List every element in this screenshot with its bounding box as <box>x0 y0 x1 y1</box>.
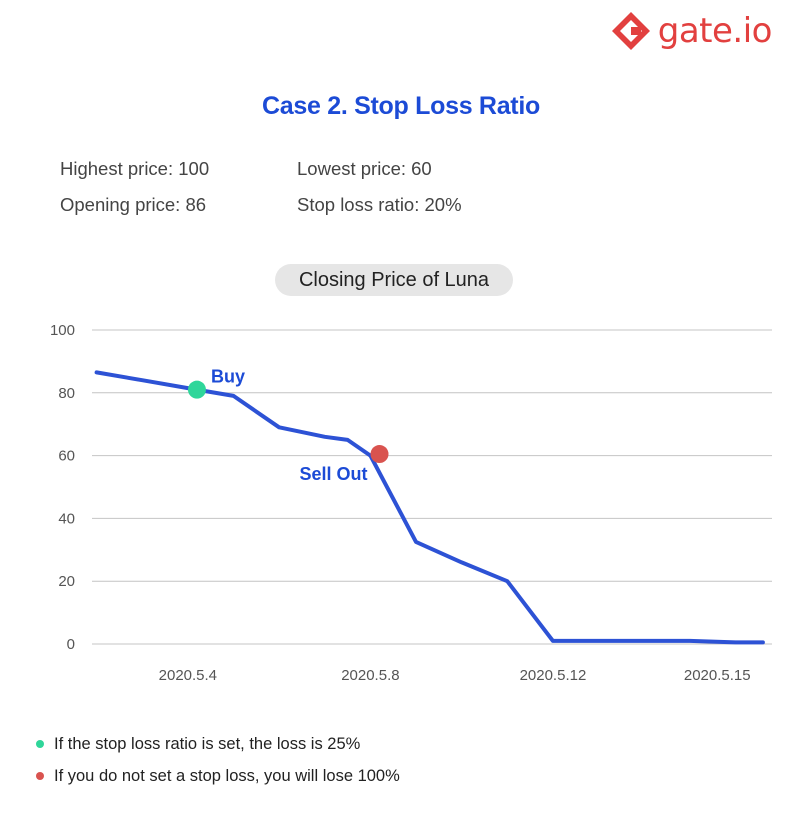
price-stats: Highest price: 100 Lowest price: 60 Open… <box>60 158 537 216</box>
x-tick-label: 2020.5.15 <box>684 667 751 684</box>
legend-text: If the stop loss ratio is set, the loss … <box>54 734 361 753</box>
buy-label: Buy <box>211 367 245 387</box>
x-tick-label: 2020.5.12 <box>520 667 587 684</box>
sell-out-label: Sell Out <box>300 464 368 484</box>
legend-item-stop-loss: If the stop loss ratio is set, the loss … <box>36 728 400 760</box>
x-tick-label: 2020.5.4 <box>159 667 217 684</box>
chart-title: Closing Price of Luna <box>275 264 513 296</box>
brand-name: gate.io <box>657 11 773 51</box>
red-dot-icon <box>36 772 44 780</box>
legend-item-no-stop-loss: If you do not set a stop loss, you will … <box>36 760 400 792</box>
y-tick-label: 40 <box>58 510 75 527</box>
buy-point <box>187 380 206 399</box>
brand-logo: gate.io <box>610 10 773 52</box>
legend: If the stop loss ratio is set, the loss … <box>36 728 400 792</box>
sell-out-point <box>370 445 389 464</box>
stat-opening-price: Opening price: 86 <box>60 194 207 215</box>
x-tick-label: 2020.5.8 <box>341 667 399 684</box>
stat-highest-price: Highest price: 100 <box>60 158 210 179</box>
stat-lowest-price: Lowest price: 60 <box>297 158 432 179</box>
y-tick-label: 20 <box>58 573 75 590</box>
price-chart: 0 20 40 60 80 100 2020.5.4 2020.5.8 2020.5.12 202… <box>50 322 772 684</box>
y-tick-label: 80 <box>58 385 75 402</box>
price-series-line <box>94 370 765 645</box>
legend-text: If you do not set a stop loss, you will … <box>54 766 400 785</box>
y-tick-label: 100 <box>50 322 75 339</box>
stat-stop-loss-ratio: Stop loss ratio: 20% <box>297 194 462 215</box>
gate-logo-icon <box>610 10 652 52</box>
y-tick-label: 60 <box>58 448 75 465</box>
green-dot-icon <box>36 740 44 748</box>
page-title: Case 2. Stop Loss Ratio <box>262 92 540 120</box>
y-tick-label: 0 <box>67 636 75 653</box>
